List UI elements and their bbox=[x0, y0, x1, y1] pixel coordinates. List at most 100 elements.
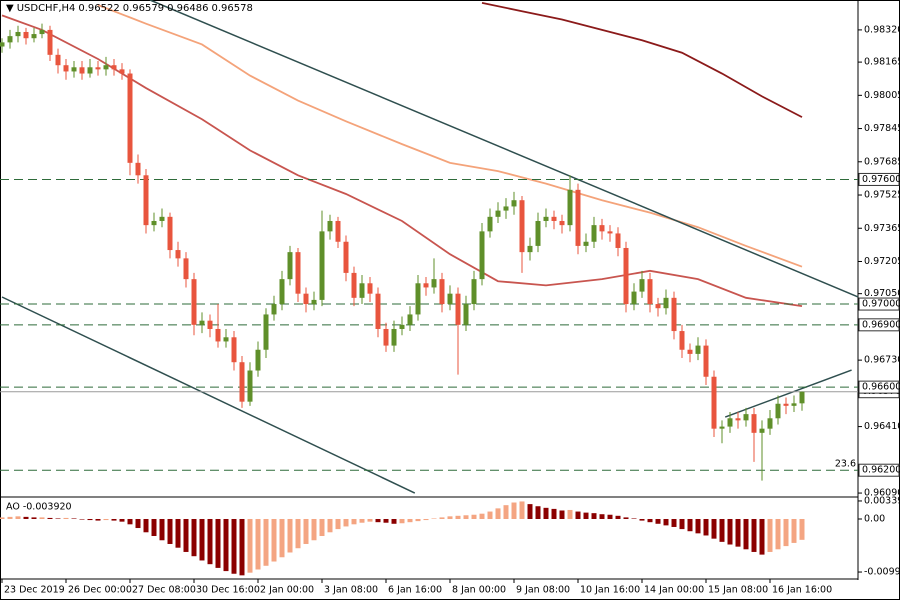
ao-bar bbox=[719, 518, 725, 542]
trend-line bbox=[149, 0, 859, 298]
ao-bar bbox=[647, 518, 653, 523]
candle-body bbox=[463, 304, 469, 325]
header-close: 0.96578 bbox=[211, 3, 253, 14]
candle-body bbox=[351, 272, 357, 298]
y-tick-label: 0.00 bbox=[864, 513, 885, 524]
candle-body bbox=[519, 200, 525, 253]
candle-body bbox=[695, 345, 701, 354]
ao-bar bbox=[559, 510, 565, 519]
candle-body bbox=[111, 65, 117, 70]
ao-bar bbox=[711, 518, 717, 539]
ao-bar bbox=[183, 518, 189, 552]
candle-body bbox=[303, 293, 309, 305]
candle-body bbox=[159, 216, 165, 221]
ao-bar bbox=[263, 518, 269, 566]
y-tick-label: 0.97205 bbox=[864, 256, 900, 267]
ao-bar bbox=[391, 518, 397, 524]
ao-bar bbox=[271, 518, 277, 562]
ao-bar bbox=[775, 518, 781, 550]
ao-bar bbox=[343, 518, 349, 527]
ao-bar bbox=[319, 518, 325, 537]
candle-body bbox=[551, 216, 557, 221]
candle-body bbox=[511, 200, 517, 207]
ao-bar bbox=[591, 513, 597, 519]
candle-body bbox=[703, 345, 709, 377]
candle-body bbox=[615, 233, 621, 248]
candle-body bbox=[783, 403, 789, 406]
ao-bar bbox=[543, 507, 549, 519]
y-tick-label: 0.97365 bbox=[864, 223, 900, 234]
ao-bar bbox=[415, 518, 421, 522]
x-tick-label: 23 Dec 2019 bbox=[4, 585, 65, 596]
candle-body bbox=[239, 362, 245, 402]
ao-bar bbox=[399, 518, 405, 524]
level-box bbox=[858, 172, 900, 186]
level-label: 0.96200 bbox=[862, 465, 900, 476]
ao-bar bbox=[279, 518, 285, 558]
ao-bar bbox=[127, 518, 133, 525]
ao-bar bbox=[567, 509, 573, 519]
ao-bar bbox=[751, 518, 757, 552]
x-tick-label: 15 Jan 08:00 bbox=[708, 585, 768, 596]
ao-bar bbox=[783, 518, 789, 547]
candle-body bbox=[383, 328, 389, 346]
candle-body bbox=[199, 320, 205, 325]
y-tick-label: -0.009977 bbox=[864, 567, 900, 578]
y-tick-label: 0.97845 bbox=[864, 123, 900, 134]
ao-bar bbox=[375, 518, 381, 523]
candle-body bbox=[631, 291, 637, 305]
candle-body bbox=[623, 247, 629, 305]
ao-bar bbox=[631, 518, 637, 519]
ao-bar bbox=[511, 502, 517, 519]
ao-bar bbox=[191, 518, 197, 557]
candle-body bbox=[447, 293, 453, 305]
symbol: USDCHF,H4 bbox=[16, 3, 76, 14]
candle-body bbox=[151, 220, 157, 226]
x-tick-label: 27 Dec 08:00 bbox=[132, 585, 196, 596]
ao-bar bbox=[359, 518, 365, 523]
candle-body bbox=[31, 34, 37, 39]
ao-bar bbox=[679, 518, 685, 530]
ao-bar bbox=[639, 518, 645, 521]
y-tick-label: 0.003393 bbox=[864, 495, 900, 506]
candle-body bbox=[343, 241, 349, 273]
candle-body bbox=[743, 414, 749, 421]
candle-body bbox=[231, 337, 237, 363]
y-tick-label: 0.97525 bbox=[864, 190, 900, 201]
candle-body bbox=[543, 216, 549, 221]
ao-bar bbox=[119, 518, 125, 522]
ao-bar bbox=[47, 517, 53, 519]
level-box bbox=[858, 463, 900, 477]
candle-body bbox=[167, 216, 173, 251]
candle-body bbox=[359, 283, 365, 298]
ao-bar bbox=[103, 518, 109, 521]
candle-body bbox=[39, 29, 45, 35]
candle-body bbox=[799, 391, 805, 404]
ao-bar bbox=[471, 514, 477, 519]
x-tick-label: 16 Jan 16:00 bbox=[772, 585, 832, 596]
level-label: 0.96900 bbox=[862, 319, 900, 330]
ao-bar bbox=[167, 518, 173, 544]
y-tick-label: 0.96410 bbox=[864, 421, 900, 432]
candle-body bbox=[399, 324, 405, 329]
ao-bar bbox=[95, 518, 101, 521]
ao-bar bbox=[759, 518, 765, 555]
x-tick-label: 30 Dec 16:00 bbox=[196, 585, 260, 596]
ao-bar bbox=[39, 517, 45, 519]
x-tick-label: 3 Jan 08:00 bbox=[324, 585, 378, 596]
candle-body bbox=[639, 279, 645, 292]
candle-body bbox=[607, 231, 613, 234]
chart-header: ▼ USDCHF,H4 0.96522 0.96579 0.96486 0.96578 bbox=[6, 3, 256, 14]
ao-bar bbox=[439, 517, 445, 519]
candle-body bbox=[767, 418, 773, 429]
candle-body bbox=[655, 304, 661, 309]
candle-body bbox=[719, 426, 725, 429]
candle-body bbox=[591, 225, 597, 242]
ao-bar bbox=[111, 518, 117, 521]
candle-body bbox=[311, 299, 317, 305]
candle-body bbox=[135, 162, 141, 176]
candle-body bbox=[207, 320, 213, 329]
candle-body bbox=[487, 216, 493, 232]
ao-bar bbox=[607, 514, 613, 519]
